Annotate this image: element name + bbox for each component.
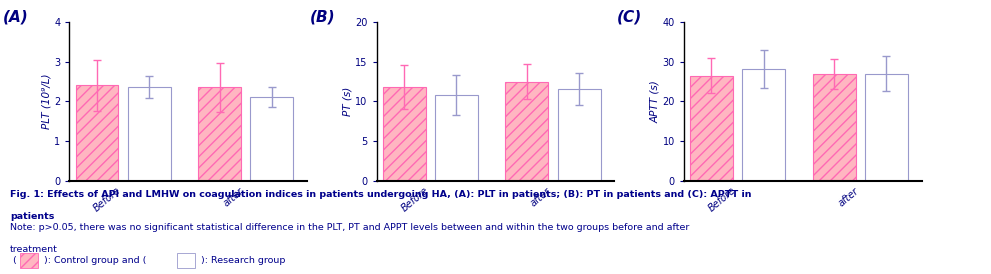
Bar [75, 85, 119, 181]
Text: ): Research group: ): Research group [201, 256, 285, 265]
Bar [435, 95, 478, 181]
Bar [813, 74, 855, 181]
Bar [690, 76, 733, 181]
Bar [20, 253, 38, 268]
Bar [383, 87, 426, 181]
Text: (C): (C) [617, 9, 642, 24]
Bar [558, 89, 601, 181]
Text: (: ( [12, 256, 16, 265]
Bar [865, 74, 908, 181]
Y-axis label: PLT (10⁹/L): PLT (10⁹/L) [42, 74, 52, 129]
Bar [742, 69, 785, 181]
Y-axis label: APTT (s): APTT (s) [650, 80, 660, 123]
Bar [251, 97, 293, 181]
Bar [128, 87, 170, 181]
Text: patients: patients [10, 212, 55, 221]
Text: (A): (A) [3, 9, 29, 24]
Text: ): Control group and (: ): Control group and ( [44, 256, 146, 265]
Text: Note: p>0.05, there was no significant statistical difference in the PLT, PT and: Note: p>0.05, there was no significant s… [10, 223, 690, 232]
Text: Fig. 1: Effects of API and LMHW on coagulation indices in patients undergoing HA: Fig. 1: Effects of API and LMHW on coagu… [10, 190, 751, 199]
Text: treatment: treatment [10, 245, 57, 254]
Bar [198, 87, 241, 181]
Text: (B): (B) [310, 9, 336, 24]
Bar [177, 253, 195, 268]
Bar [505, 82, 548, 181]
Y-axis label: PT (s): PT (s) [343, 87, 353, 116]
